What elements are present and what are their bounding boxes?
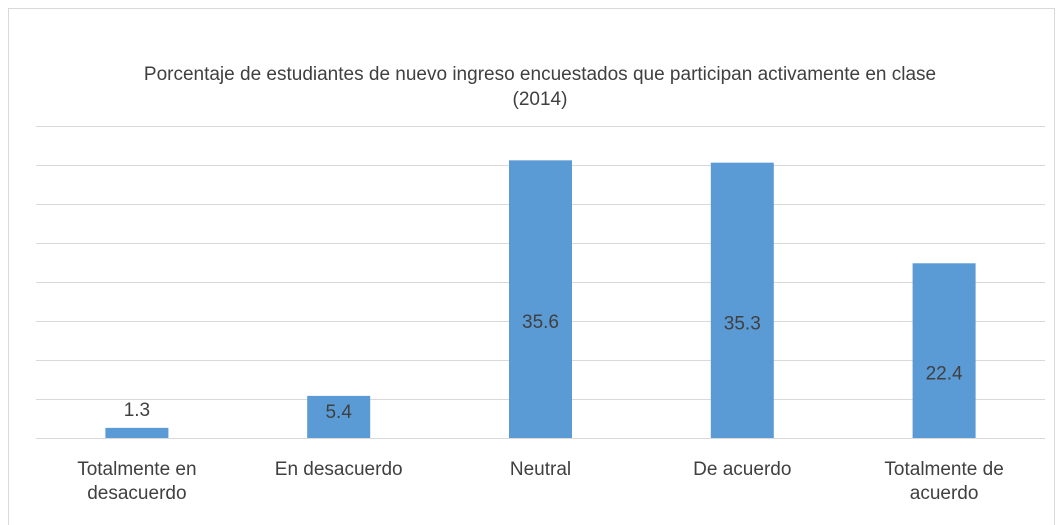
data-label: 35.3 <box>724 313 761 334</box>
data-label: 35.6 <box>522 312 559 333</box>
x-tick-label: Totalmente en desacuerdo <box>77 459 197 504</box>
bar <box>307 395 371 438</box>
x-tick-label: Totalmente de acuerdo <box>884 459 1004 504</box>
x-tick-label: De acuerdo <box>693 459 792 480</box>
x-tick-label: Neutral <box>509 459 572 480</box>
chart-border <box>8 8 1055 525</box>
bar <box>509 160 572 438</box>
data-label: 22.4 <box>926 364 963 385</box>
bar <box>912 263 976 438</box>
x-tick-label: En desacuerdo <box>274 459 403 480</box>
data-label: 5.4 <box>325 402 352 423</box>
bar <box>710 162 774 438</box>
chart-title: Porcentaje de estudiantes de nuevo ingre… <box>143 64 937 110</box>
bar <box>105 427 169 438</box>
data-label: 1.3 <box>124 400 150 421</box>
